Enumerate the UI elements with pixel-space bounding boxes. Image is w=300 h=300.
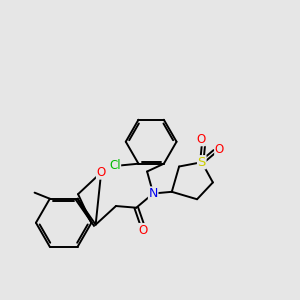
Text: N: N [148,187,158,200]
Text: O: O [196,133,206,146]
Text: O: O [215,143,224,156]
Text: O: O [138,224,148,237]
Text: S: S [198,156,206,169]
Text: O: O [97,166,106,179]
Text: Cl: Cl [109,159,121,172]
